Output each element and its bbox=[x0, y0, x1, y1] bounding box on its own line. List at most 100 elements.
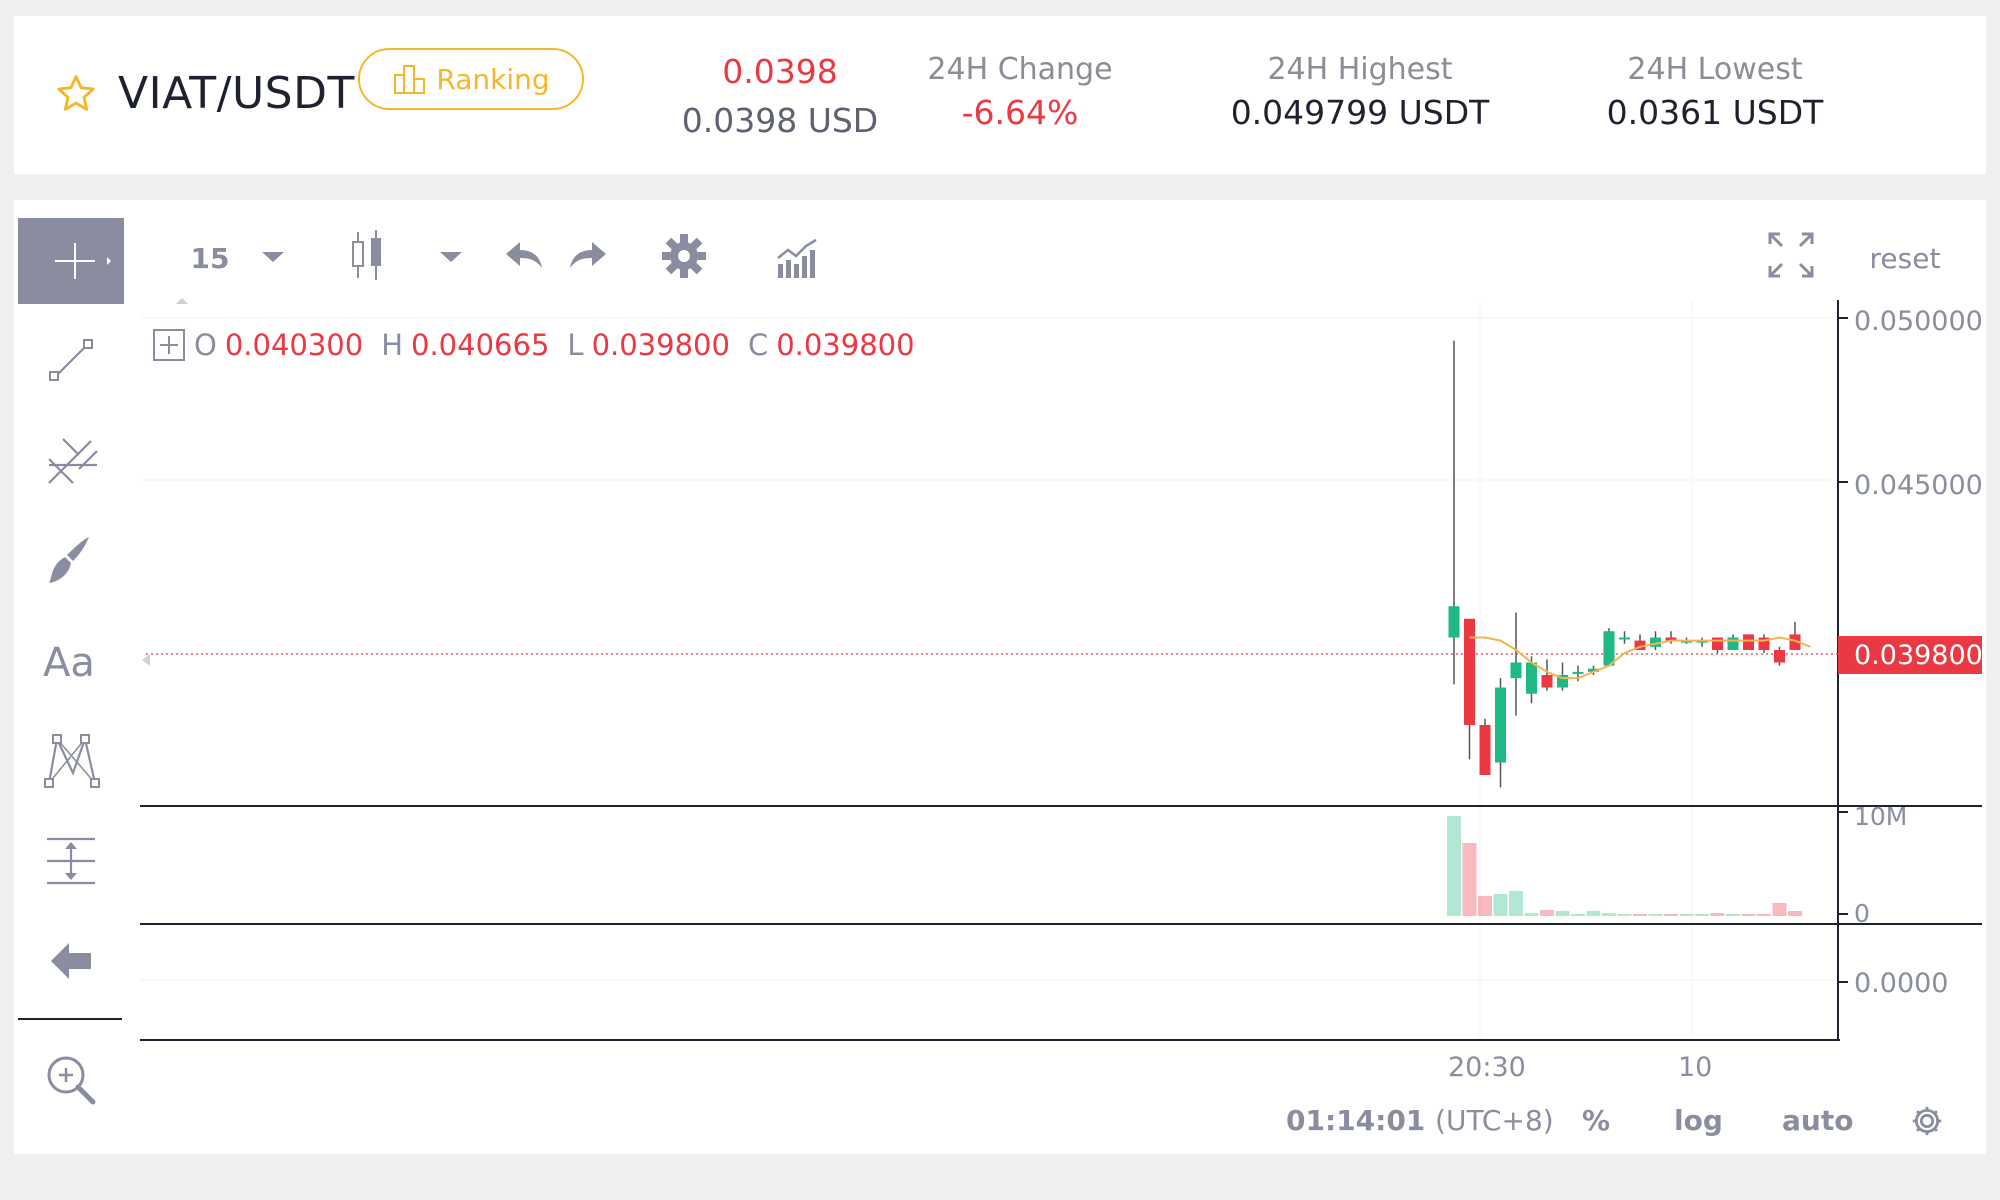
pattern-icon bbox=[44, 734, 100, 788]
ranking-icon bbox=[394, 65, 426, 94]
svg-text:Aa: Aa bbox=[43, 640, 95, 686]
ohlc-open-label: O bbox=[194, 328, 217, 362]
current-price-label: 0.039800 bbox=[1854, 640, 1983, 671]
volume-bar bbox=[1447, 816, 1461, 916]
candle-body bbox=[1743, 634, 1754, 650]
volume-bar bbox=[1664, 914, 1678, 916]
volume-bar bbox=[1726, 914, 1740, 916]
brush-icon bbox=[49, 537, 89, 583]
volume-bar bbox=[1741, 914, 1756, 916]
volume-axis-label: 0 bbox=[1854, 899, 1870, 928]
brush-tool[interactable] bbox=[18, 518, 124, 604]
percent-toggle[interactable]: % bbox=[1582, 1104, 1611, 1137]
expand-plus-icon[interactable] bbox=[152, 328, 186, 362]
chevron-down-icon[interactable] bbox=[260, 248, 286, 266]
low-value: 0.0361 USDT bbox=[1606, 93, 1824, 132]
ma-line bbox=[1469, 636, 1811, 680]
high-label: 24H Highest bbox=[1267, 52, 1453, 87]
last-price-usd: 0.0398 USD bbox=[681, 101, 879, 140]
fib-tool[interactable] bbox=[18, 418, 124, 504]
pattern-tool[interactable] bbox=[18, 718, 124, 804]
fullscreen-icon[interactable] bbox=[1766, 230, 1816, 280]
volume-bar bbox=[1602, 913, 1616, 916]
back-tool[interactable] bbox=[18, 918, 124, 1004]
ohlc-low-value: 0.039800 bbox=[591, 328, 730, 362]
reset-button[interactable]: reset bbox=[1869, 241, 1941, 275]
clock-time: 01:14:01 bbox=[1286, 1104, 1426, 1137]
price-axis-label: 0.050000 bbox=[1854, 306, 1983, 337]
candle-body bbox=[1541, 675, 1553, 688]
trendline-icon bbox=[49, 339, 93, 381]
star-icon[interactable] bbox=[54, 72, 98, 116]
zoom-tool[interactable] bbox=[18, 1040, 124, 1120]
volume-bar bbox=[1772, 903, 1787, 916]
crosshair-tool[interactable] bbox=[18, 218, 124, 304]
high-value: 0.049799 USDT bbox=[1230, 93, 1490, 132]
toolbar-divider bbox=[18, 1018, 122, 1020]
candle-body bbox=[1479, 725, 1491, 775]
settings-gear-icon[interactable] bbox=[1910, 1104, 1944, 1138]
zoom-in-icon bbox=[47, 1056, 96, 1105]
indicator-axis-label: 0.0000 bbox=[1854, 968, 1948, 999]
candle-body bbox=[1588, 668, 1599, 672]
candle-body bbox=[1774, 650, 1785, 663]
candle-body bbox=[1758, 637, 1770, 650]
arrow-left-icon bbox=[51, 943, 91, 979]
change-label: 24H Change bbox=[927, 52, 1113, 87]
clock: 01:14:01 (UTC+8) bbox=[1286, 1104, 1554, 1137]
volume-bar bbox=[1478, 896, 1492, 916]
redo-icon[interactable] bbox=[566, 236, 610, 276]
ohlc-low-label: L bbox=[567, 328, 584, 362]
volume-bar bbox=[1555, 911, 1570, 916]
volume-bar bbox=[1648, 914, 1663, 916]
candle-body bbox=[1603, 631, 1615, 666]
interval-selector[interactable]: 15 bbox=[190, 241, 230, 275]
candle-body bbox=[1510, 662, 1522, 679]
indicators-icon[interactable] bbox=[774, 234, 822, 282]
volume-bar bbox=[1617, 914, 1632, 916]
text-tool[interactable]: Aa bbox=[18, 618, 124, 704]
clock-timezone: (UTC+8) bbox=[1435, 1104, 1554, 1137]
volume-bar bbox=[1710, 913, 1725, 916]
crosshair-icon bbox=[55, 243, 111, 279]
volume-bar bbox=[1540, 910, 1554, 916]
auto-toggle[interactable]: auto bbox=[1782, 1104, 1854, 1137]
last-price-block: 0.0398 0.0398 USD bbox=[680, 52, 880, 140]
undo-icon[interactable] bbox=[502, 236, 546, 276]
ranking-button[interactable]: Ranking bbox=[358, 48, 584, 110]
chevron-down-icon[interactable] bbox=[438, 248, 464, 266]
time-axis-label: 10 bbox=[1678, 1052, 1712, 1083]
caret-up-icon bbox=[176, 298, 188, 304]
volume-bar bbox=[1586, 911, 1601, 916]
pair-title: VIAT/USDT bbox=[118, 68, 355, 119]
high-block: 24H Highest 0.049799 USDT bbox=[1210, 52, 1510, 132]
drawing-toolbar: Aa bbox=[18, 218, 124, 1058]
gear-icon[interactable] bbox=[660, 232, 708, 280]
volume-bar bbox=[1509, 891, 1523, 916]
market-header bbox=[14, 16, 1986, 174]
log-toggle[interactable]: log bbox=[1674, 1104, 1723, 1137]
scroll-left-marker bbox=[142, 654, 150, 666]
candle-body bbox=[1495, 687, 1506, 763]
candle-body bbox=[1789, 634, 1801, 650]
trendline-tool[interactable] bbox=[18, 318, 124, 404]
candlestick-icon[interactable] bbox=[348, 228, 388, 284]
volume-bar bbox=[1679, 914, 1694, 916]
volume-bar bbox=[1462, 843, 1477, 916]
low-block: 24H Lowest 0.0361 USDT bbox=[1570, 52, 1860, 132]
ohlc-high-label: H bbox=[381, 328, 404, 362]
volume-bar bbox=[1757, 914, 1771, 916]
candle-body bbox=[1712, 637, 1723, 650]
volume-axis-label: 10M bbox=[1854, 802, 1907, 831]
measure-tool[interactable] bbox=[18, 818, 124, 904]
low-label: 24H Lowest bbox=[1627, 52, 1803, 87]
change-block: 24H Change -6.64% bbox=[910, 52, 1130, 132]
candle-body bbox=[1634, 640, 1646, 650]
ohlc-legend: O 0.040300 H 0.040665 L 0.039800 C 0.039… bbox=[152, 328, 925, 362]
candle-body bbox=[1665, 637, 1677, 641]
ranking-label: Ranking bbox=[436, 62, 550, 96]
pitchfork-icon bbox=[48, 438, 98, 484]
candle-body bbox=[1448, 606, 1460, 638]
candle-body bbox=[1650, 637, 1661, 647]
